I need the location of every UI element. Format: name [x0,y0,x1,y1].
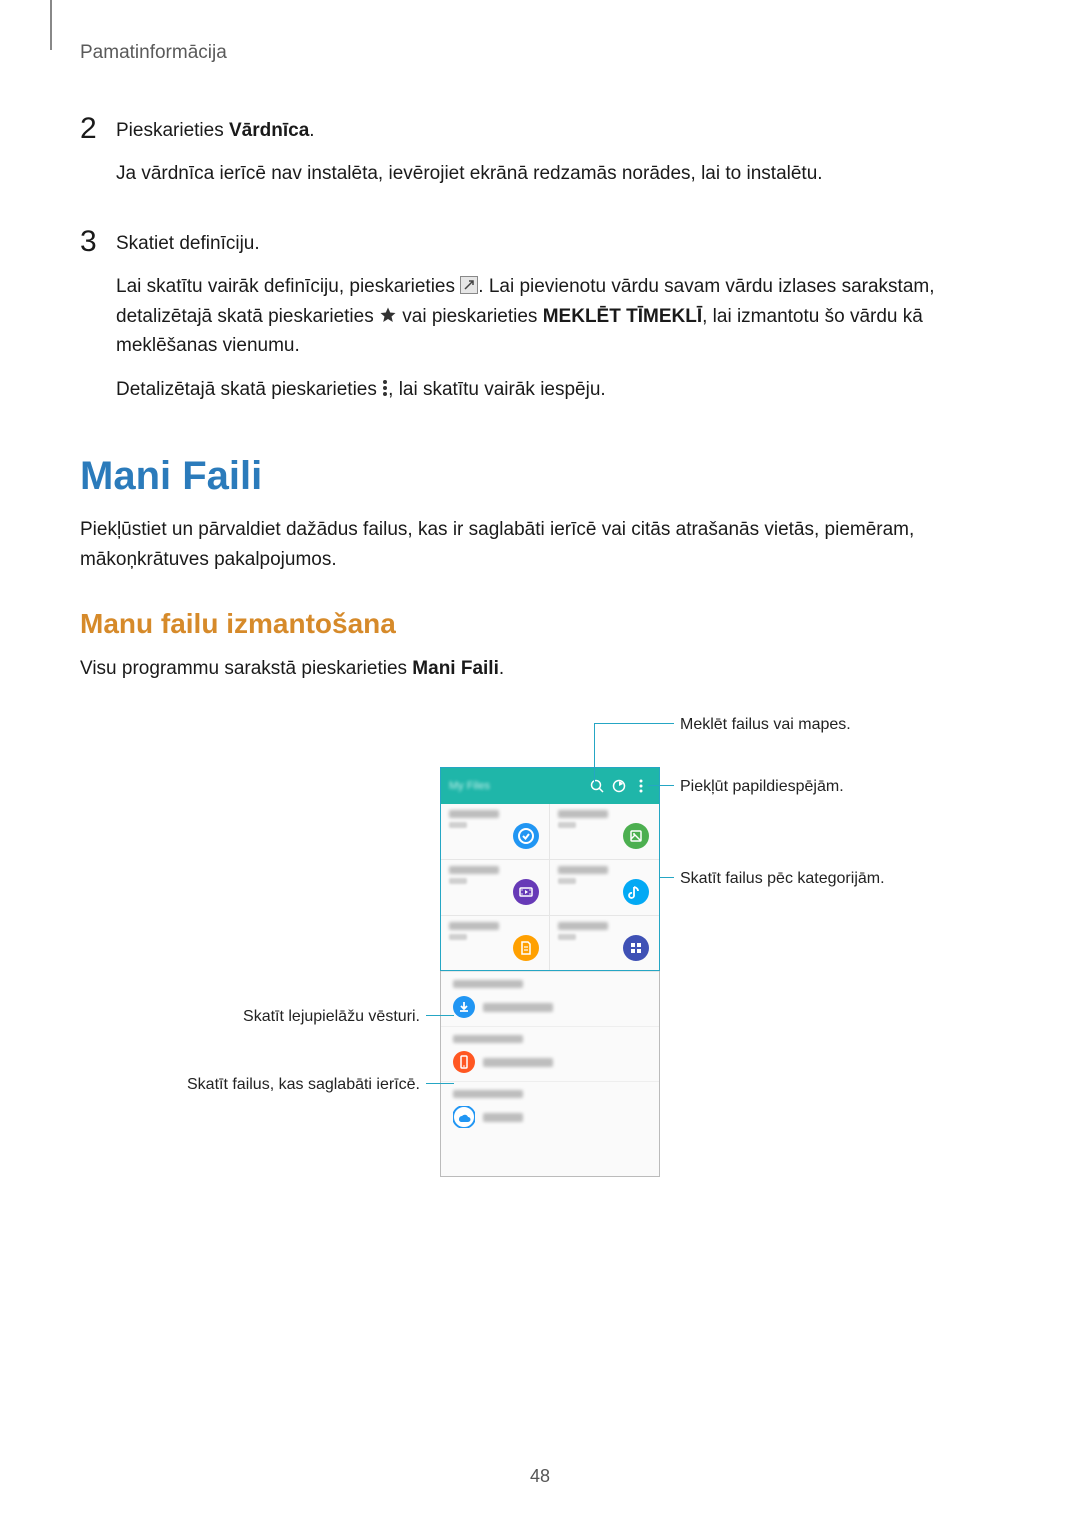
category-audio[interactable] [550,860,659,916]
step3-para3: Detalizētajā skatā pieskarieties , lai s… [116,375,1000,404]
star-icon [379,306,397,324]
category-recent[interactable] [441,804,550,860]
storage-icon[interactable] [609,776,629,796]
download-history-row[interactable] [441,972,659,1027]
breadcrumb: Pamatinformācija [80,42,1000,64]
download-icon [453,996,475,1018]
device-storage-row[interactable] [441,1027,659,1082]
category-videos[interactable] [441,860,550,916]
apps-icon [623,935,649,961]
phone-title: My Files [449,780,585,792]
videos-icon [513,879,539,905]
audio-icon [623,879,649,905]
callout-downloads: Skatīt lejupielāžu vēsturi. [243,1007,420,1028]
usage-text: Visu programmu sarakstā pieskarieties Ma… [80,654,1000,683]
step-number: 3 [80,225,116,418]
step2-line1: Pieskarieties Vārdnīca. [116,116,1000,145]
section-title-mani-faili: Mani Faili [80,454,1000,499]
recent-icon [513,823,539,849]
category-images[interactable] [550,804,659,860]
intro-text: Piekļūstiet un pārvaldiet dažādus failus… [80,515,1000,574]
callout-categories: Skatīt failus pēc kategorijām. [680,869,885,890]
more-icon[interactable] [631,776,651,796]
documents-icon [513,935,539,961]
step-number: 2 [80,112,116,203]
step2-line2: Ja vārdnīca ierīcē nav instalēta, ievēro… [116,159,1000,188]
device-icon [453,1051,475,1073]
expand-icon [460,276,478,294]
step3-line1: Skatiet definīciju. [116,229,1000,258]
page-number: 48 [0,1466,1080,1487]
search-icon[interactable] [587,776,607,796]
subsection-title: Manu failu izmantošana [80,608,1000,640]
category-downloaded[interactable] [550,916,659,972]
step3-para2: Lai skatītu vairāk definīciju, pieskarie… [116,272,1000,360]
cloud-icon [453,1106,475,1128]
images-icon [623,823,649,849]
category-grid [441,804,659,972]
cloud-storage-row[interactable] [441,1082,659,1136]
phone-mock: My Files [440,767,660,1177]
screenshot-diagram: My Files [80,715,1000,1205]
step-3: 3 Skatiet definīciju. Lai skatītu vairāk… [80,225,1000,418]
callout-device: Skatīt failus, kas saglabāti ierīcē. [187,1075,420,1096]
callout-options: Piekļūt papildiespējām. [680,777,844,798]
phone-header: My Files [441,768,659,804]
category-documents[interactable] [441,916,550,972]
callout-search: Meklēt failus vai mapes. [680,715,851,736]
step-2: 2 Pieskarieties Vārdnīca. Ja vārdnīca ie… [80,112,1000,203]
